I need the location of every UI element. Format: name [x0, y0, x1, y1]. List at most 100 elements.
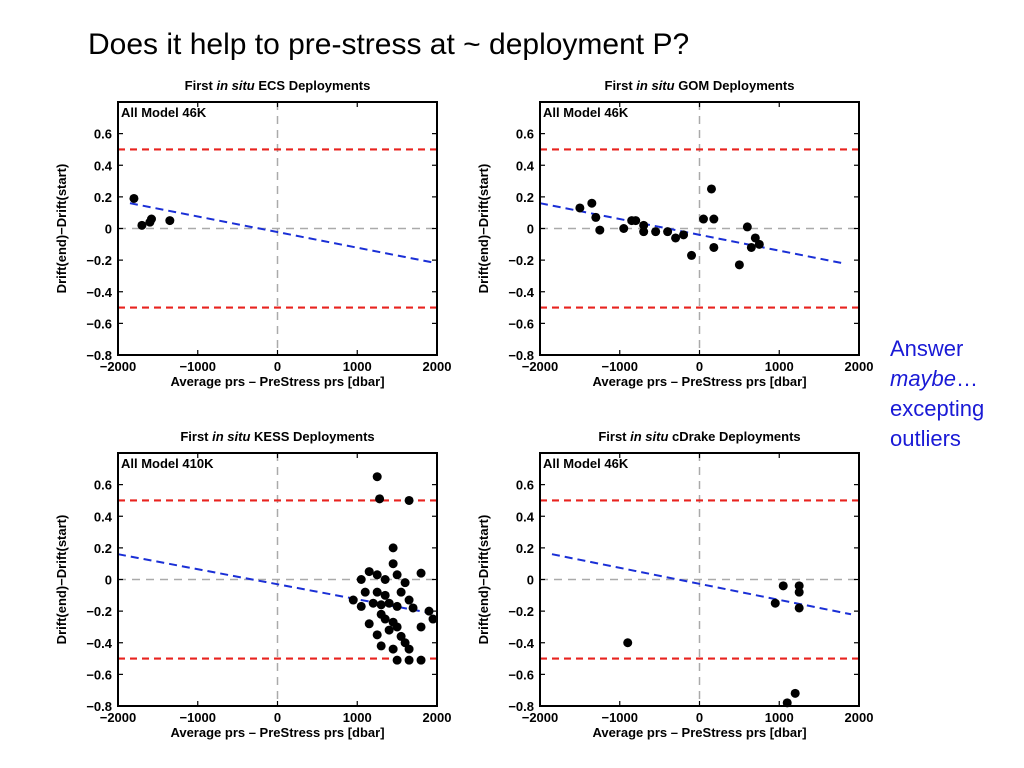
y-tick-label: −0.6 — [86, 316, 112, 331]
data-point — [595, 225, 605, 235]
answer-ellipsis: … — [956, 366, 979, 391]
panel-title-prefix: First — [605, 78, 637, 93]
data-point — [575, 203, 585, 213]
data-point — [619, 224, 629, 233]
data-point — [709, 214, 719, 224]
data-point — [416, 568, 426, 578]
data-point — [376, 600, 386, 610]
data-point — [388, 543, 398, 553]
y-tick-label: 0.6 — [94, 127, 112, 142]
data-point — [794, 603, 804, 613]
data-point — [384, 598, 394, 608]
y-tick-label: −0.4 — [508, 285, 534, 300]
y-tick-label: 0.2 — [94, 190, 112, 205]
data-point — [794, 581, 804, 591]
x-tick-label: −1000 — [179, 359, 216, 374]
x-tick-label: 1000 — [343, 710, 372, 725]
data-point — [372, 630, 382, 640]
y-tick-label: 0.2 — [516, 190, 534, 205]
data-point — [392, 570, 402, 580]
data-point — [400, 578, 410, 588]
y-tick-label: −0.6 — [508, 667, 534, 682]
data-point — [396, 587, 406, 597]
chart-panel-1: First in situ ECS Deployments −2000 −1000 0… — [54, 78, 451, 389]
model-annotation: All Model 46K — [121, 105, 207, 120]
y-tick-label: 0 — [527, 222, 534, 237]
data-point — [778, 581, 788, 591]
x-tick-label: −1000 — [601, 359, 638, 374]
y-axis-label: Drift(end)−Drift(start) — [54, 515, 69, 645]
data-point — [631, 216, 641, 226]
data-point — [416, 622, 426, 632]
x-tick-label: −2000 — [100, 359, 137, 374]
panel-title-suffix: KESS Deployments — [250, 429, 374, 444]
x-tick-label: 2000 — [845, 710, 874, 725]
data-point — [782, 698, 792, 708]
data-point — [129, 193, 139, 203]
data-point — [794, 587, 804, 597]
data-point — [404, 655, 414, 665]
y-tick-label: −0.4 — [86, 285, 112, 300]
panel-title-italic: in situ — [216, 78, 254, 93]
y-tick-label: 0.4 — [516, 509, 535, 524]
x-tick-label: 0 — [274, 359, 281, 374]
y-tick-label: 0.4 — [94, 158, 113, 173]
panel-title-italic: in situ — [636, 78, 674, 93]
data-point — [376, 641, 386, 651]
chart-panel-2: First in situ GOM Deployments −2000 −1000 0… — [476, 78, 873, 389]
answer-maybe: maybe — [890, 366, 957, 391]
model-annotation: All Model 410K — [121, 456, 214, 471]
data-point — [356, 601, 366, 611]
data-point — [754, 239, 764, 249]
data-point — [698, 214, 708, 224]
x-tick-label: 1000 — [765, 710, 794, 725]
data-point — [384, 625, 394, 635]
data-point — [404, 644, 414, 654]
data-point — [356, 575, 366, 584]
data-point — [404, 595, 414, 605]
data-point — [372, 570, 382, 580]
data-point — [380, 575, 390, 584]
data-point — [639, 227, 649, 237]
data-point — [587, 198, 597, 208]
model-annotation: All Model 46K — [543, 105, 629, 120]
data-point — [651, 227, 661, 237]
x-axis-label: Average prs – PreStress prs [dbar] — [592, 725, 806, 740]
y-tick-label: −0.8 — [508, 699, 534, 714]
data-point — [687, 250, 697, 260]
panel-title: First in situ ECS Deployments — [185, 78, 371, 93]
slide-title: Does it help to pre-stress at ~ deployme… — [88, 28, 690, 61]
panel-title-suffix: ECS Deployments — [255, 78, 371, 93]
y-tick-label: 0 — [105, 222, 112, 237]
x-tick-label: 2000 — [423, 710, 452, 725]
y-tick-label: 0.2 — [516, 541, 534, 556]
chart-panel-3: First in situ KESS Deployments −2000 −1000… — [54, 429, 451, 740]
panel-title-prefix: First — [185, 78, 217, 93]
x-tick-label: 2000 — [845, 359, 874, 374]
data-point — [388, 559, 398, 569]
y-tick-label: −0.4 — [508, 636, 534, 651]
x-tick-label: 2000 — [423, 359, 452, 374]
trend-line — [129, 202, 438, 265]
y-tick-label: −0.2 — [508, 253, 534, 268]
data-point — [790, 688, 800, 698]
y-tick-label: −0.6 — [508, 316, 534, 331]
data-point — [165, 216, 175, 226]
data-point — [706, 184, 716, 194]
data-point — [372, 472, 382, 482]
panel-title-suffix: cDrake Deployments — [668, 429, 800, 444]
x-tick-label: 1000 — [765, 359, 794, 374]
data-point — [372, 587, 382, 597]
data-point — [416, 655, 426, 665]
x-tick-label: −2000 — [522, 359, 559, 374]
y-tick-label: −0.8 — [508, 348, 534, 363]
data-point — [709, 242, 719, 252]
x-axis-label: Average prs – PreStress prs [dbar] — [170, 725, 384, 740]
data-point — [428, 614, 438, 624]
data-point — [591, 212, 601, 222]
panel-title: First in situ KESS Deployments — [180, 429, 374, 444]
answer-line-4: outliers — [890, 426, 961, 451]
data-point — [146, 214, 156, 224]
data-point — [368, 598, 378, 608]
